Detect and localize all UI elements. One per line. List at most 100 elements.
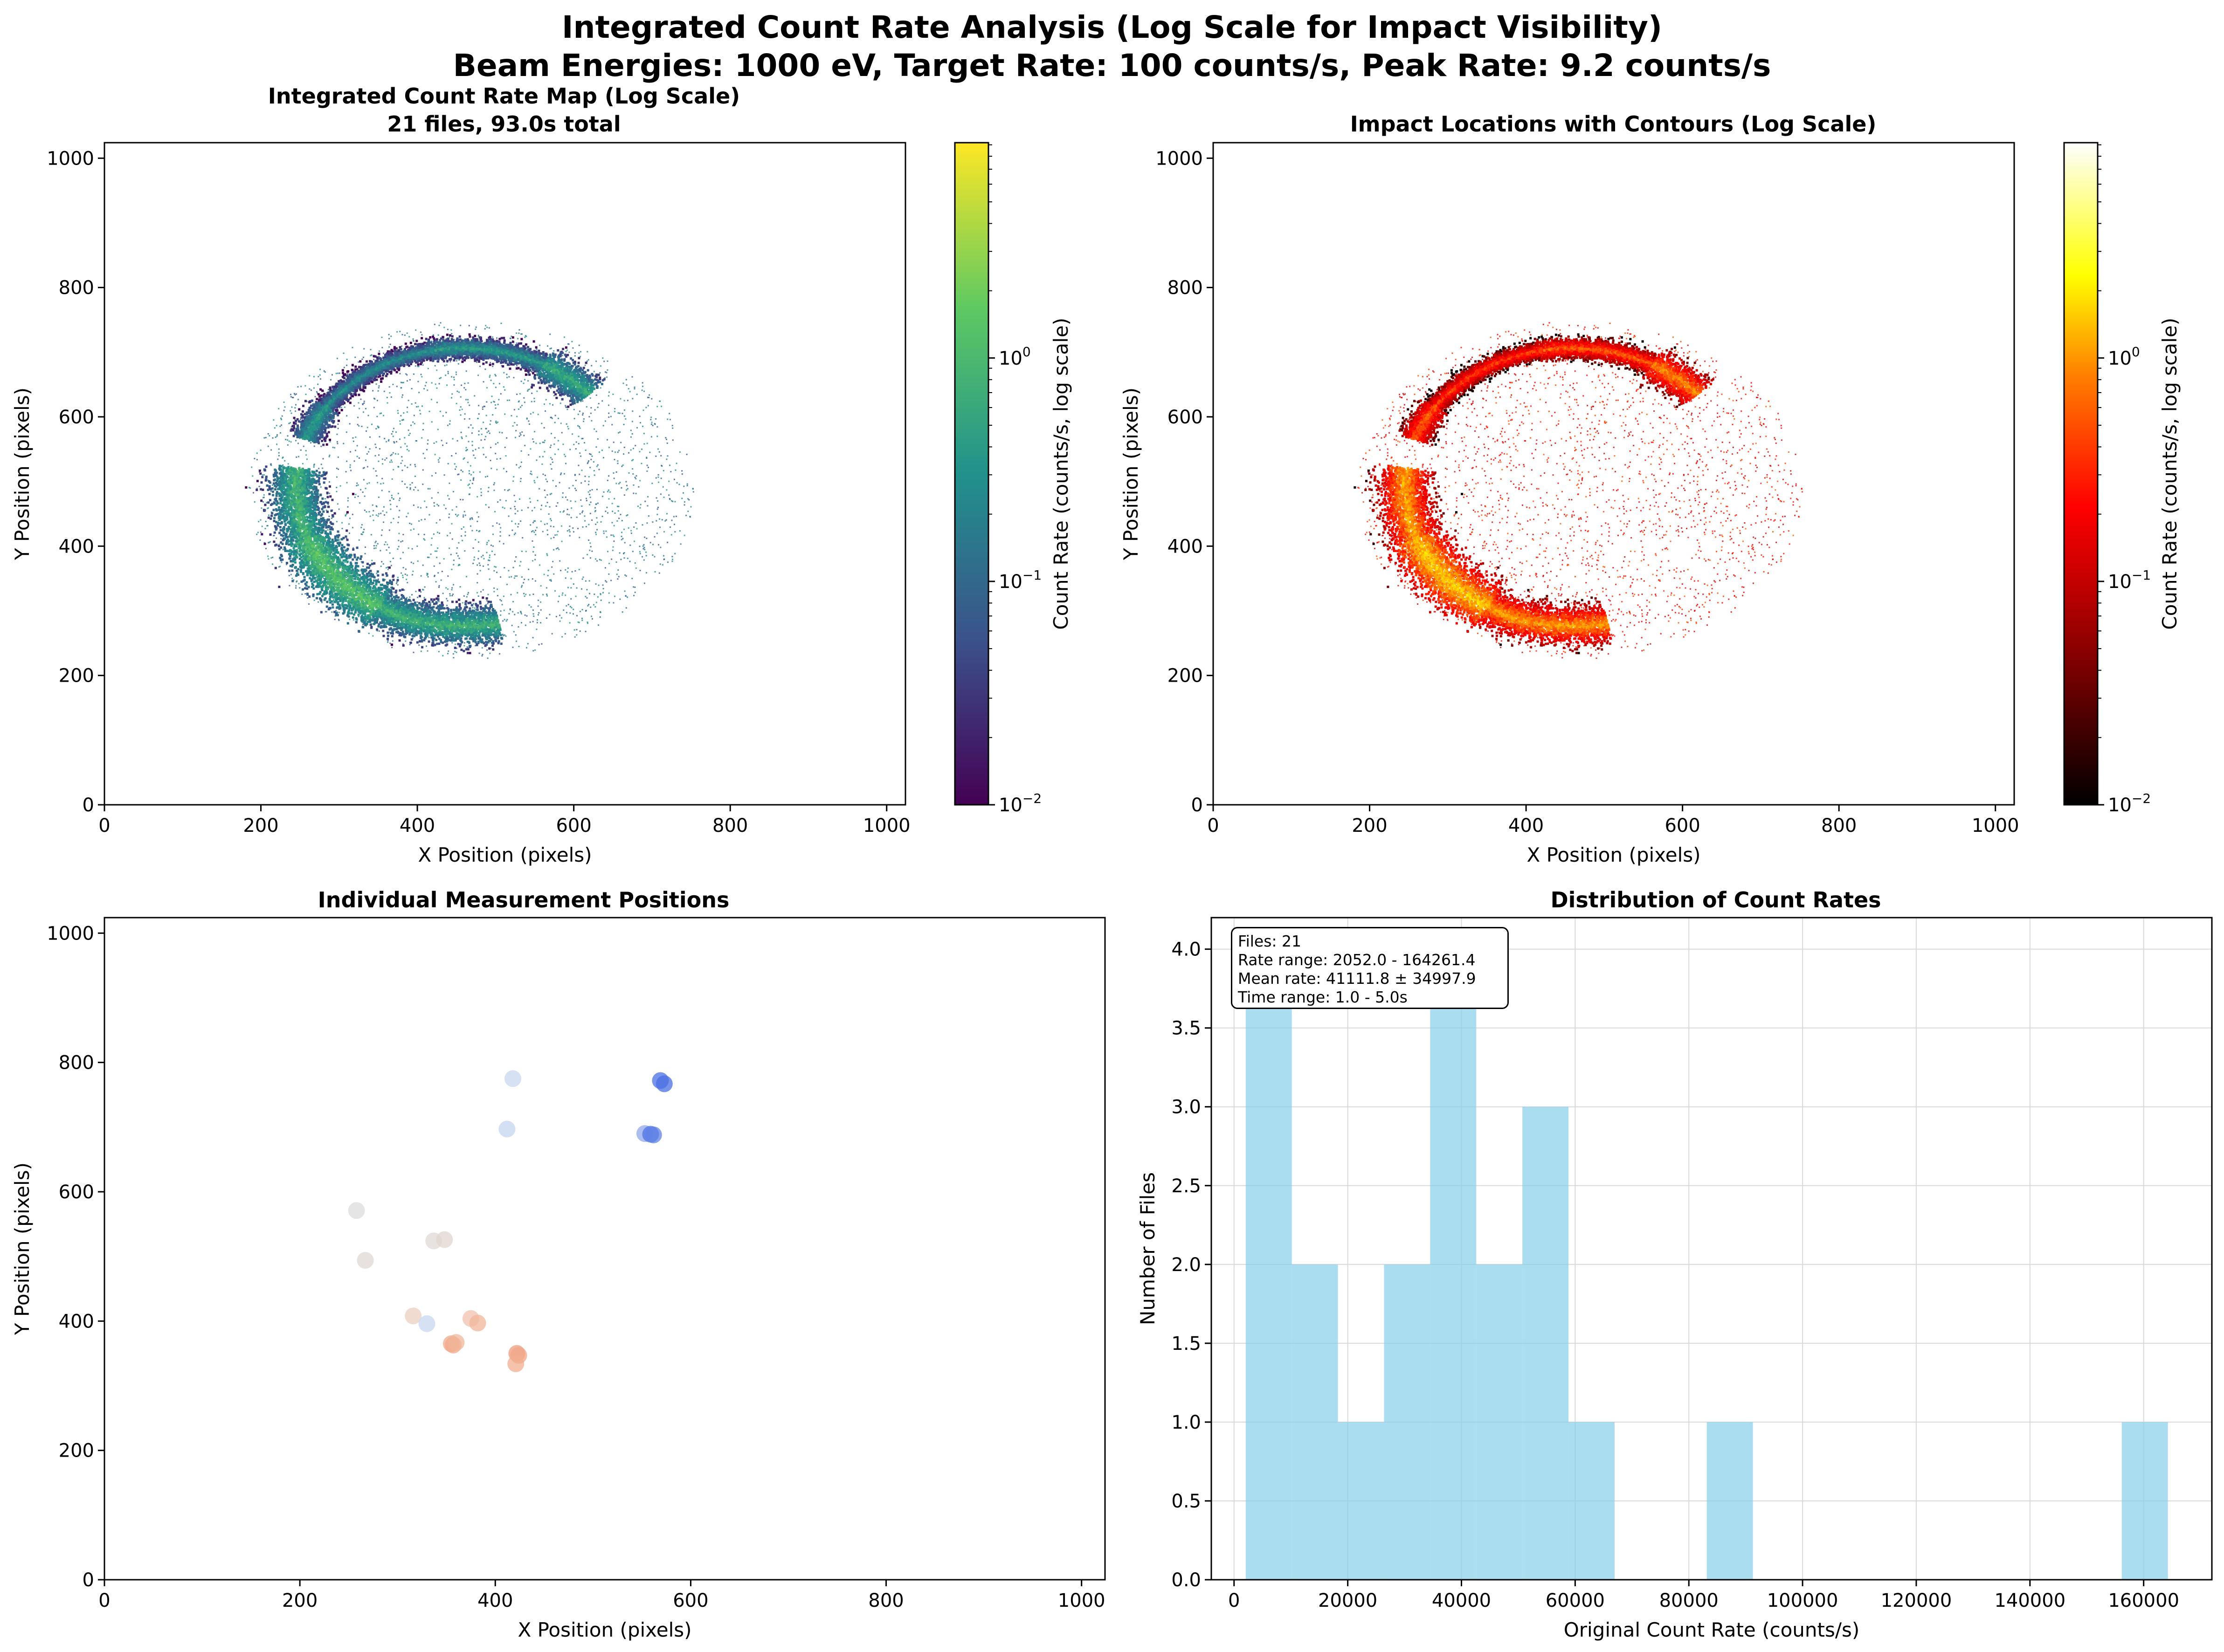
- map1-background-dot: [442, 415, 444, 417]
- map1-background-dot: [527, 643, 529, 644]
- map1-background-dot: [536, 629, 538, 630]
- map1-background-dot: [528, 579, 530, 581]
- map1-background-dot: [453, 379, 455, 380]
- map1-background-dot: [405, 373, 407, 375]
- map1-background-dot: [532, 438, 534, 440]
- map1-arc-pixel: [595, 375, 598, 378]
- map1-background-dot: [597, 464, 599, 466]
- map1-background-dot: [502, 620, 504, 622]
- map1-background-dot: [329, 441, 331, 442]
- map1-arc-pixel: [546, 387, 549, 390]
- map1-background-dot: [451, 642, 453, 644]
- map1-arc-pixel: [548, 364, 551, 366]
- map1-background-dot: [594, 558, 596, 560]
- map1-arc-pixel: [595, 379, 598, 381]
- map1-background-dot: [400, 446, 402, 448]
- map1-arc-pixel: [599, 378, 601, 380]
- map1-arc-pixel: [568, 379, 571, 381]
- map1-background-dot: [635, 567, 637, 569]
- map1-background-dot: [392, 435, 394, 437]
- map1-background-dot: [622, 553, 624, 554]
- map1-background-dot: [549, 446, 551, 448]
- map1-background-dot: [590, 454, 592, 456]
- map1-background-dot: [458, 391, 460, 393]
- map1-background-dot: [478, 550, 480, 552]
- map1-arc-pixel: [566, 370, 569, 373]
- map1-background-dot: [358, 612, 359, 614]
- map1-arc-pixel: [561, 378, 564, 381]
- map1-background-dot: [587, 463, 588, 464]
- map1-background-dot: [402, 574, 404, 576]
- map1-background-dot: [600, 521, 602, 523]
- map1-background-dot: [373, 519, 374, 521]
- map1-background-dot: [595, 394, 597, 396]
- map1-arc-pixel: [437, 357, 440, 360]
- map1-arc-pixel: [562, 381, 565, 384]
- map1-background-dot: [291, 578, 293, 580]
- map1-background-dot: [619, 482, 621, 484]
- map1-background-dot: [312, 403, 314, 405]
- map1-background-dot: [363, 402, 365, 404]
- map1-background-dot: [534, 580, 536, 582]
- map1-background-dot: [443, 474, 445, 476]
- map1-background-dot: [627, 558, 629, 560]
- map1-arc-pixel: [567, 381, 570, 384]
- map1-arc-pixel: [543, 363, 546, 366]
- map1-arc-pixel: [562, 363, 565, 366]
- map1-background-dot: [582, 510, 584, 512]
- map1-background-dot: [401, 382, 403, 384]
- map1-background-dot: [263, 497, 265, 498]
- map1-arc-pixel: [561, 352, 564, 354]
- map1-background-dot: [480, 591, 482, 593]
- map1-background-dot: [568, 529, 570, 531]
- map1-background-dot: [387, 641, 389, 643]
- map1-arc-pixel: [557, 391, 560, 394]
- map1-background-dot: [530, 448, 532, 450]
- map1-background-dot: [382, 563, 384, 565]
- map1-background-dot: [577, 425, 579, 427]
- map1-background-dot: [295, 440, 297, 442]
- map1-background-dot: [474, 457, 476, 459]
- map1-background-dot: [328, 516, 330, 518]
- map1-background-dot: [347, 497, 349, 499]
- map1-background-dot: [576, 587, 578, 589]
- map1-background-dot: [506, 362, 508, 364]
- map1-background-dot: [486, 401, 488, 403]
- map1-background-dot: [368, 511, 370, 512]
- map1-background-dot: [573, 583, 574, 585]
- map1-background-dot: [249, 487, 250, 489]
- map1-background-dot: [633, 484, 635, 486]
- map1-background-dot: [366, 511, 367, 513]
- map1-background-dot: [490, 380, 492, 381]
- map1-background-dot: [375, 540, 377, 542]
- map1-background-dot: [551, 417, 553, 419]
- map1-arc-pixel: [546, 362, 548, 365]
- map1-background-dot: [584, 365, 586, 366]
- map1-background-dot: [500, 322, 502, 324]
- map1-background-dot: [513, 377, 515, 379]
- map1-background-dot: [588, 476, 590, 477]
- map1-background-dot: [569, 449, 571, 450]
- map1-background-dot: [533, 397, 535, 399]
- map1-background-dot: [537, 619, 539, 621]
- map1-background-dot: [285, 439, 287, 441]
- map1-arc-pixel: [588, 386, 591, 388]
- map1-background-dot: [584, 520, 586, 522]
- map1-arc-pixel: [553, 366, 556, 369]
- map1-background-dot: [442, 593, 444, 594]
- map1-background-dot: [421, 588, 423, 590]
- map1-background-dot: [372, 504, 373, 506]
- map1-background-dot: [362, 467, 364, 469]
- map1-background-dot: [548, 513, 550, 515]
- map1-background-dot: [377, 578, 379, 580]
- map1-background-dot: [460, 498, 462, 500]
- map1-background-dot: [651, 398, 653, 400]
- map1-background-dot: [388, 631, 390, 633]
- map1-background-dot: [412, 637, 414, 639]
- map1-background-dot: [617, 463, 619, 464]
- map1-background-dot: [563, 454, 565, 456]
- map1-background-dot: [595, 446, 597, 448]
- map1-background-dot: [607, 369, 608, 371]
- map1-background-dot: [575, 448, 577, 450]
- map1-background-dot: [481, 647, 483, 649]
